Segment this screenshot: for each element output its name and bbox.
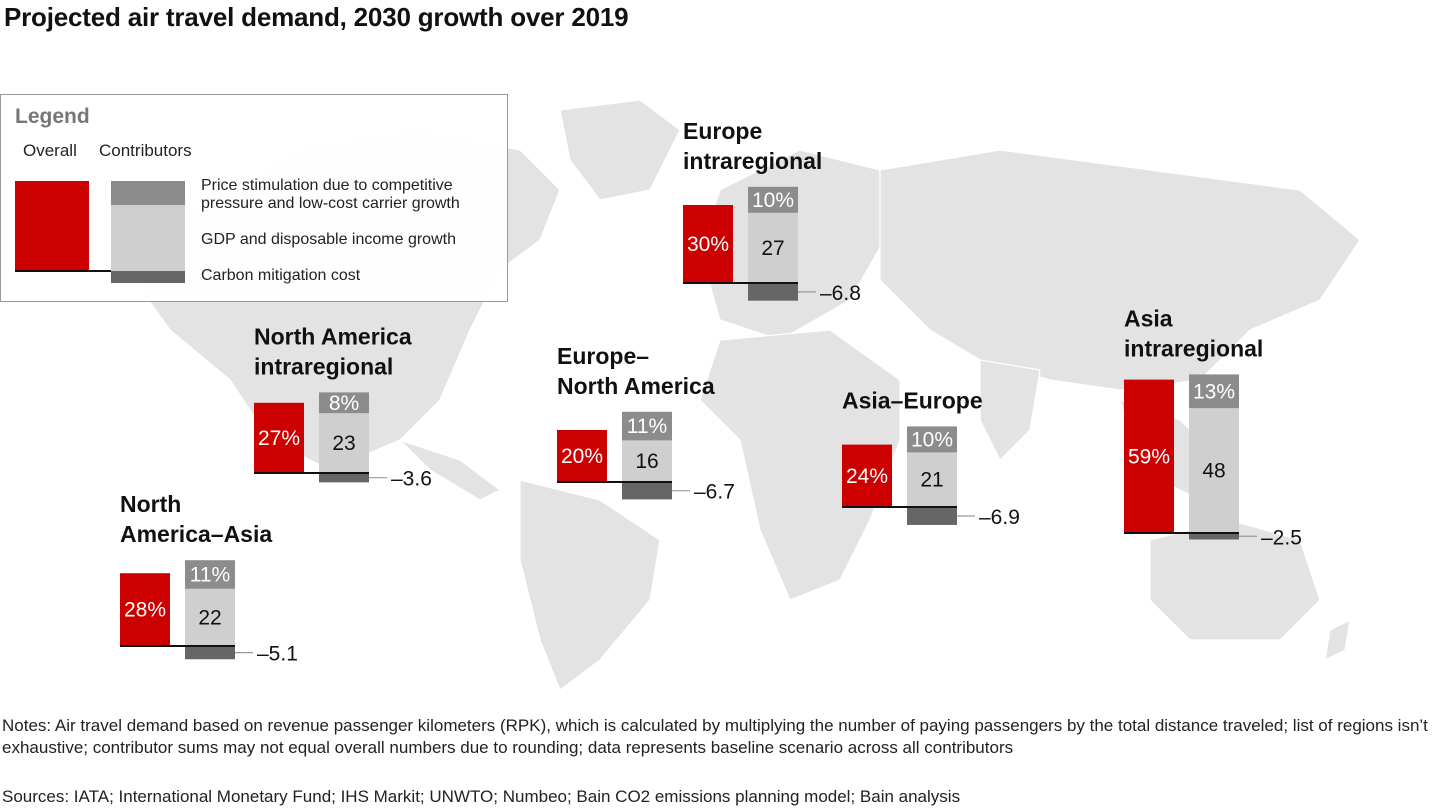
legend-price-label-1: Price stimulation due to competitive [201,177,453,194]
region-name-label: intraregional [254,353,393,379]
region-name-label: North America [557,373,715,399]
carbon-value-label: –6.9 [979,506,1020,529]
legend-gdp-swatch [111,205,185,271]
region-name-label: Asia [1124,305,1173,331]
price-value-label: 11% [627,415,667,438]
region-name-label: Europe– [557,343,649,369]
price-value-label: 8% [329,392,359,415]
australia-shape [1149,519,1321,641]
overall-value-label: 28% [124,599,166,622]
legend-overall-heading: Overall [23,141,77,160]
price-bar [319,392,369,414]
carbon-bar [185,646,235,660]
carbon-value-label: –2.5 [1261,526,1302,549]
south-america-shape [519,479,661,691]
gdp-value-label: 16 [635,450,658,473]
legend-carbon-swatch [111,271,185,283]
region-name-label: intraregional [1124,335,1263,361]
legend-carbon-label: Carbon mitigation cost [201,267,361,284]
carbon-value-label: –6.7 [694,481,735,504]
gdp-bar [622,440,672,482]
legend-title: Legend [15,105,90,128]
price-bar [622,411,672,441]
overall-bar [683,205,733,283]
region-name-label: North [120,491,181,517]
asia-shape [879,149,1361,391]
overall-value-label: 24% [846,465,888,488]
gdp-value-label: 21 [920,469,943,492]
sources-text: Sources: IATA; International Monetary Fu… [2,787,961,806]
gdp-value-label: 48 [1202,460,1225,483]
africa-shape [699,329,901,601]
price-value-label: 10% [752,189,794,212]
carbon-value-label: –6.8 [820,282,861,305]
central-america-shape [399,439,502,501]
carbon-bar [748,283,798,301]
carbon-value-label: –5.1 [257,643,298,666]
overall-bar [120,573,170,646]
overall-bar [557,430,607,482]
price-value-label: 11% [190,564,230,587]
legend-gdp-label: GDP and disposable income growth [201,231,456,248]
price-bar [185,560,235,589]
overall-bar [254,402,304,473]
overall-value-label: 27% [258,427,300,450]
overall-value-label: 59% [1128,445,1170,468]
gdp-value-label: 27 [761,237,784,260]
chart-title: Projected air travel demand, 2030 growth… [4,2,629,32]
carbon-bar [622,482,672,500]
carbon-bar [907,507,957,525]
greenland-shape [559,99,681,201]
region-name-label: Europe [683,118,762,144]
gdp-bar [185,588,235,646]
overall-bar [842,444,892,507]
carbon-bar [319,473,369,483]
price-bar [748,186,798,213]
gdp-value-label: 23 [332,432,355,455]
overall-bar [1124,379,1174,533]
legend: Legend Overall Contributors Price stimul… [0,94,508,302]
region-name-label: intraregional [683,148,822,174]
overall-value-label: 30% [687,233,729,256]
notes-text: Notes: Air travel demand based on revenu… [2,716,1428,757]
india-shape [979,359,1041,462]
region-name-label: North America [254,323,412,349]
gdp-bar [907,452,957,507]
overall-value-label: 20% [561,445,603,468]
gdp-bar [319,413,369,473]
region-name-label: America–Asia [120,521,272,547]
gdp-bar [1189,408,1239,533]
legend-price-label-2: pressure and low-cost carrier growth [201,195,460,212]
price-value-label: 10% [911,428,953,451]
price-bar [907,426,957,453]
legend-overall-swatch [15,181,89,271]
legend-price-swatch [111,181,185,205]
carbon-value-label: –3.6 [391,468,432,491]
price-bar [1189,374,1239,409]
region-name-label: Asia–Europe [842,387,983,413]
gdp-bar [748,212,798,283]
carbon-bar [1189,533,1239,540]
legend-contributors-heading: Contributors [99,141,192,160]
new-zealand-shape [1324,618,1351,662]
legend-baseline [15,270,185,272]
gdp-value-label: 22 [198,606,221,629]
price-value-label: 13% [1193,380,1235,403]
